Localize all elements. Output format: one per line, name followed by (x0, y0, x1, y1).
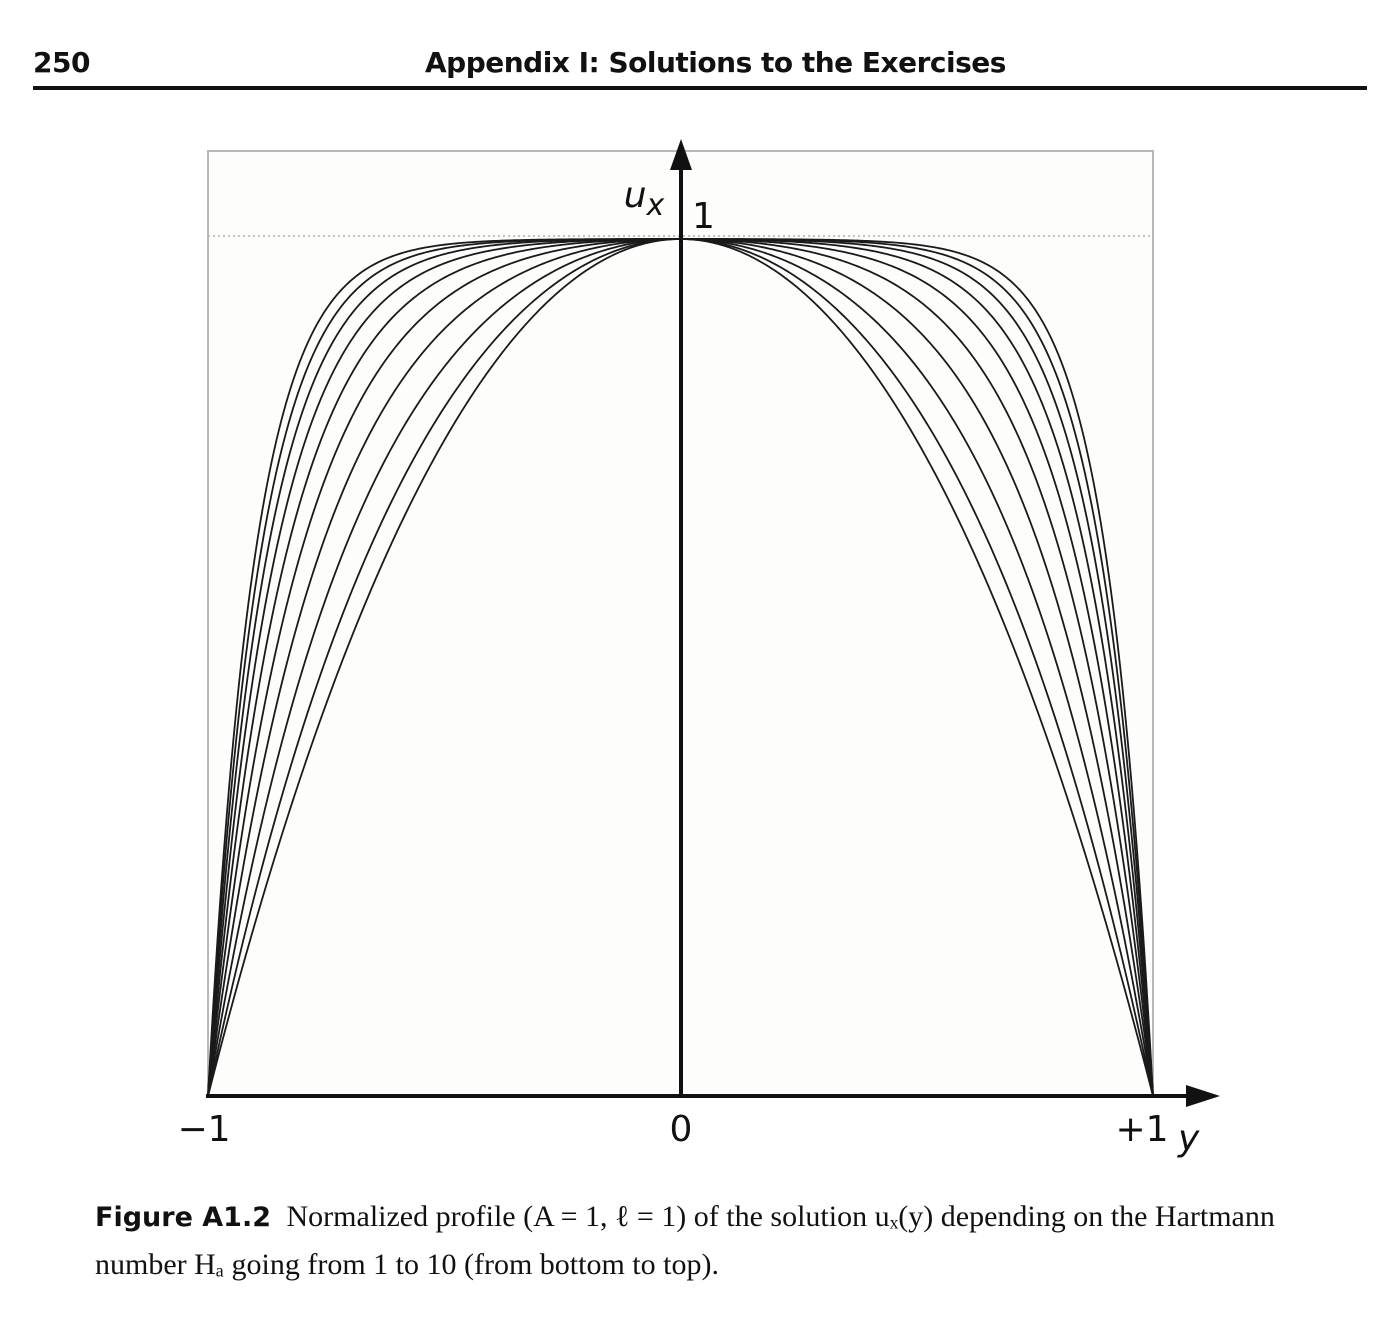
x-tick-label: +1 (1115, 1109, 1168, 1150)
figure-caption: Figure A1.2 Normalized profile (A = 1, ℓ… (95, 1193, 1335, 1288)
x-tick-label: 0 (670, 1109, 693, 1150)
page-header: 250 Appendix I: Solutions to the Exercis… (33, 40, 1367, 90)
x-axis-arrowhead (1186, 1085, 1220, 1107)
hartmann-profile-chart: ux 1 −1 0 +1 y (177, 139, 1220, 1159)
x-axis-label: y (1177, 1118, 1200, 1159)
running-title: Appendix I: Solutions to the Exercises (425, 46, 1006, 79)
figure-label: Figure A1.2 (95, 1202, 272, 1233)
y-axis-label: ux (624, 175, 665, 223)
x-tick-label: −1 (177, 1109, 230, 1150)
figure: ux 1 −1 0 +1 y (177, 139, 1220, 1159)
y-axis-arrowhead (670, 139, 692, 170)
y-tick-label: 1 (692, 196, 715, 237)
page-number: 250 (33, 46, 90, 79)
caption-text: Normalized profile (A = 1, ℓ = 1) of the… (95, 1200, 1275, 1281)
